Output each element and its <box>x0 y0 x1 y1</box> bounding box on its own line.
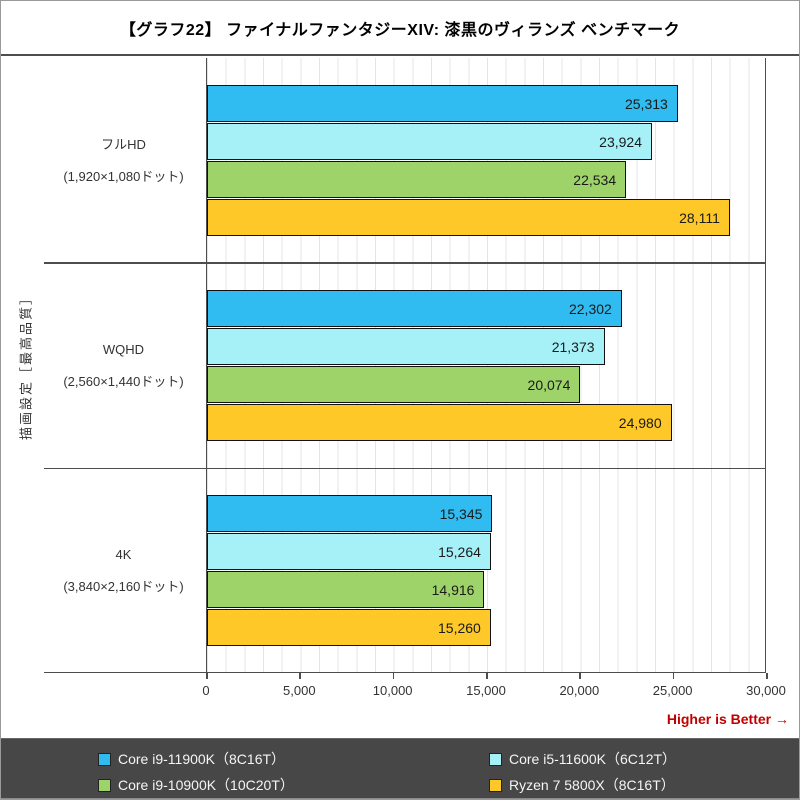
bar-value-label: 24,980 <box>618 414 662 431</box>
y-axis-label: 描画設定［最高品質］ <box>18 289 34 441</box>
higher-is-better-note: Higher is Better → <box>666 711 789 727</box>
category-label: WQHD (2,560×1,440ドット) <box>41 263 206 468</box>
legend: Core i9-11900K（8C16T） Core i5-11600K（6C12… <box>1 738 799 799</box>
x-axis-line <box>44 671 766 673</box>
bar: 15,260 <box>207 609 491 646</box>
legend-item: Ryzen 7 5800X（8C16T） <box>489 775 675 795</box>
bar-group: 25,313 23,924 22,534 28,111 <box>207 58 765 263</box>
bar: 28,111 <box>207 199 730 236</box>
x-axis-tick-label: 0 <box>202 683 210 698</box>
chart-area: 描画設定［最高品質］ フルHD (1,920×1,080ドット) WQHD (2,56… <box>1 58 799 673</box>
bar-value-label: 15,345 <box>439 505 483 522</box>
bar-value-label: 20,074 <box>527 376 571 393</box>
bar-value-label: 25,313 <box>624 95 668 112</box>
bar-value-label: 23,924 <box>599 133 642 150</box>
x-axis-tick-mark <box>486 673 488 679</box>
bar: 20,074 <box>207 366 581 403</box>
legend-item: Core i9-10900K（10C20T） <box>98 775 294 795</box>
category-label-resolution: (1,920×1,080ドット) <box>63 168 184 184</box>
x-axis-tick-mark <box>299 673 301 679</box>
bar: 15,345 <box>207 495 493 532</box>
legend-swatch-icon <box>489 778 502 792</box>
bar-value-label: 22,302 <box>568 300 612 317</box>
legend-item: Core i9-11900K（8C16T） <box>98 749 285 769</box>
x-axis-tick-label: 30,000 <box>746 683 786 698</box>
category-separator-line <box>44 262 766 264</box>
category-label-name: フルHD <box>101 136 146 152</box>
category-label-name: 4K <box>115 546 132 562</box>
x-axis-tick-label: 20,000 <box>559 683 600 698</box>
chart-title-bar: 【グラフ22】 ファイナルファンタジーXIV: 漆黒のヴィランズ ベンチマーク <box>1 1 799 56</box>
legend-swatch-icon <box>98 778 111 792</box>
bar-group: 22,302 21,373 20,074 24,980 <box>207 263 765 468</box>
bar-group: 15,345 15,264 14,916 15,260 <box>207 468 765 673</box>
x-axis-tick-mark <box>672 673 675 679</box>
bar: 25,313 <box>207 85 678 122</box>
x-axis-tick-mark <box>579 673 581 679</box>
bar: 14,916 <box>207 571 485 608</box>
bar-value-label: 15,264 <box>438 543 481 560</box>
x-axis-tick-label: 10,000 <box>372 683 413 698</box>
bar: 22,302 <box>207 290 622 327</box>
bar: 22,534 <box>207 161 627 198</box>
plot-area: 25,313 23,924 22,534 28,111 22,302 21,373 20,0… <box>206 58 766 673</box>
bar-value-label: 14,916 <box>431 581 475 598</box>
category-label: フルHD (1,920×1,080ドット) <box>41 58 206 263</box>
x-axis-tick-label: 25,000 <box>652 683 693 698</box>
x-axis-tick-label: 5,000 <box>283 683 316 698</box>
x-axis-tick-mark <box>392 673 395 679</box>
legend-label: Core i9-10900K（10C20T） <box>118 777 294 793</box>
legend-swatch-icon <box>98 752 111 766</box>
bar: 21,373 <box>207 328 605 365</box>
category-axis-labels: フルHD (1,920×1,080ドット) WQHD (2,560×1,440ドット)… <box>41 58 206 673</box>
category-label-resolution: (2,560×1,440ドット) <box>63 373 184 389</box>
chart-title: 【グラフ22】 ファイナルファンタジーXIV: 漆黒のヴィランズ ベンチマーク <box>119 21 681 39</box>
legend-item: Core i5-11600K（6C12T） <box>489 749 676 769</box>
bar-value-label: 28,111 <box>679 209 720 226</box>
x-axis-tick-mark <box>766 673 768 679</box>
x-axis-tick-mark <box>206 673 208 679</box>
bar-value-label: 21,373 <box>551 338 595 355</box>
legend-label: Core i9-11900K（8C16T） <box>118 751 286 767</box>
bar: 15,264 <box>207 533 491 570</box>
legend-label: Core i5-11600K（6C12T） <box>509 751 677 767</box>
legend-swatch-icon <box>489 752 502 766</box>
category-label-name: WQHD <box>102 341 145 357</box>
bar: 24,980 <box>207 404 672 441</box>
bar: 23,924 <box>207 123 652 160</box>
bar-value-label: 15,260 <box>438 619 481 636</box>
x-axis-tick-label: 15,000 <box>466 683 506 698</box>
category-label-resolution: (3,840×2,160ドット) <box>63 578 184 594</box>
legend-label: Ryzen 7 5800X（8C16T） <box>509 777 675 793</box>
category-label: 4K (3,840×2,160ドット) <box>41 468 206 673</box>
bar-value-label: 22,534 <box>573 171 617 188</box>
category-separator-line <box>44 467 766 469</box>
